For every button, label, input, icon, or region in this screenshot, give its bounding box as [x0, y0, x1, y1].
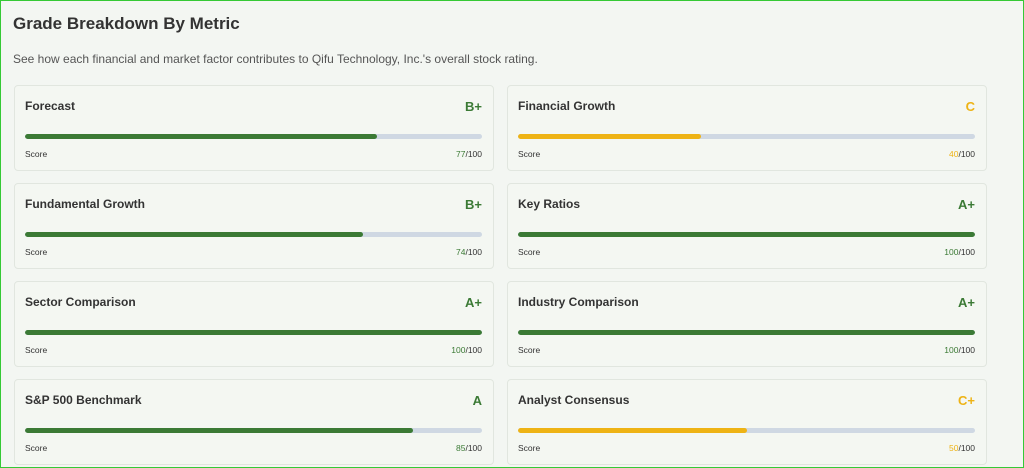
score-value: 40/100 — [949, 149, 975, 159]
progress-fill — [25, 232, 364, 237]
score-max: /100 — [465, 149, 482, 159]
metric-card: Sector Comparison A+ Score 100/100 — [14, 281, 494, 367]
score-number: 100 — [451, 345, 466, 355]
score-label: Score — [25, 149, 48, 159]
metric-card: Analyst Consensus C+ Score 50/100 — [507, 379, 987, 465]
score-label: Score — [518, 345, 541, 355]
progress-track — [25, 330, 482, 335]
metric-title: Key Ratios — [518, 197, 581, 211]
metric-title: Sector Comparison — [25, 295, 136, 309]
score-label: Score — [518, 247, 541, 257]
metric-title: Fundamental Growth — [25, 197, 145, 211]
title: Grade Breakdown By Metric — [13, 14, 240, 33]
score-value: 100/100 — [944, 345, 975, 355]
subtitle: See how each financial and market factor… — [13, 52, 538, 66]
progress-fill — [518, 232, 975, 237]
score-max: /100 — [465, 345, 482, 355]
score-label: Score — [518, 149, 541, 159]
progress-track — [25, 428, 482, 433]
progress-track — [25, 232, 482, 237]
score-number: 100 — [944, 345, 959, 355]
metric-card: Fundamental Growth B+ Score 74/100 — [14, 183, 494, 269]
progress-fill — [518, 134, 701, 139]
metric-grade: C+ — [958, 393, 975, 408]
score-label: Score — [518, 443, 541, 453]
score-label: Score — [25, 247, 48, 257]
score-label: Score — [25, 443, 48, 453]
score-number: 85 — [455, 443, 466, 453]
metric-card: S&P 500 Benchmark A Score 85/100 — [14, 379, 494, 465]
metric-grade: B+ — [465, 99, 482, 114]
score-value: 50/100 — [949, 443, 975, 453]
progress-track — [518, 232, 975, 237]
score-number: 74 — [455, 247, 466, 257]
metric-title: Financial Growth — [518, 99, 616, 113]
metric-title: S&P 500 Benchmark — [25, 393, 142, 407]
progress-fill — [25, 428, 414, 433]
metric-grade: A+ — [465, 295, 482, 310]
progress-track — [518, 428, 975, 433]
metric-card: Industry Comparison A+ Score 100/100 — [507, 281, 987, 367]
score-value: 100/100 — [451, 345, 482, 355]
score-value: 85/100 — [456, 443, 482, 453]
progress-fill — [518, 330, 975, 335]
metric-grade: B+ — [465, 197, 482, 212]
metric-card: Key Ratios A+ Score 100/100 — [507, 183, 987, 269]
score-max: /100 — [958, 149, 975, 159]
score-value: 74/100 — [456, 247, 482, 257]
metric-grade: A+ — [958, 295, 975, 310]
score-max: /100 — [465, 443, 482, 453]
score-max: /100 — [958, 247, 975, 257]
progress-fill — [25, 330, 482, 335]
metric-card: Financial Growth C Score 40/100 — [507, 85, 987, 171]
score-value: 77/100 — [456, 149, 482, 159]
progress-track — [518, 134, 975, 139]
score-number: 50 — [948, 443, 959, 453]
score-max: /100 — [958, 443, 975, 453]
metric-grade: C — [965, 99, 975, 114]
progress-track — [518, 330, 975, 335]
metric-title: Industry Comparison — [518, 295, 639, 309]
score-max: /100 — [958, 345, 975, 355]
score-max: /100 — [465, 247, 482, 257]
score-number: 77 — [455, 149, 466, 159]
score-number: 40 — [948, 149, 959, 159]
score-label: Score — [25, 345, 48, 355]
progress-track — [25, 134, 482, 139]
metric-title: Forecast — [25, 99, 76, 113]
metric-grade: A — [472, 393, 482, 408]
score-value: 100/100 — [944, 247, 975, 257]
progress-fill — [25, 134, 377, 139]
metric-title: Analyst Consensus — [518, 393, 630, 407]
metric-grade: A+ — [958, 197, 975, 212]
progress-fill — [518, 428, 747, 433]
metric-card: Forecast B+ Score 77/100 — [14, 85, 494, 171]
score-number: 100 — [944, 247, 959, 257]
